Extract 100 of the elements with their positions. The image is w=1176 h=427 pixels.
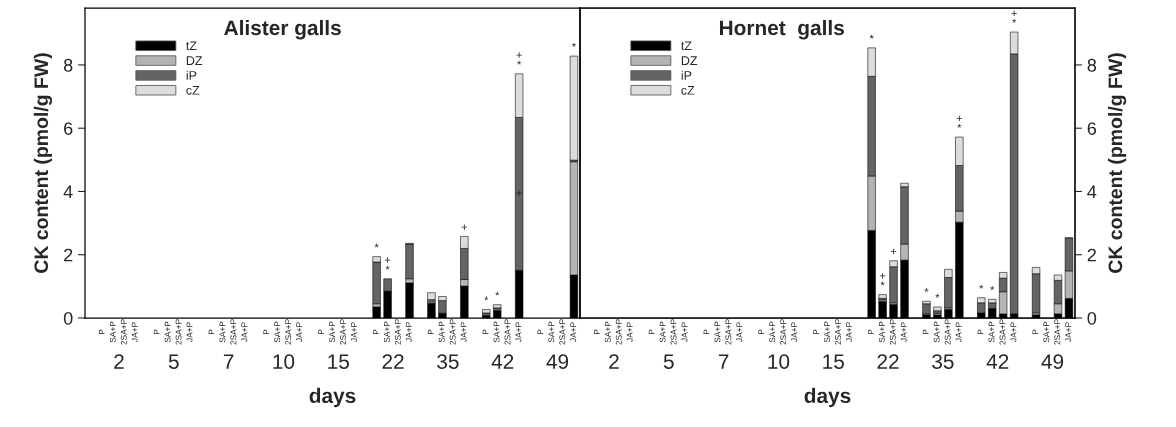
data-label: * — [495, 291, 500, 296]
legend-label: DZ — [681, 56, 698, 65]
y2-axis-title: CK content (pmol/g FW) — [1107, 53, 1127, 273]
x-tick-label: 2SA+P — [175, 319, 182, 345]
x-tick-label: JA+P — [460, 322, 467, 342]
text: 49 — [546, 354, 569, 369]
data-label: + — [890, 248, 897, 255]
x-tick-label: SA+P — [109, 321, 116, 343]
x-tick-label: JA+P — [351, 322, 357, 342]
x-tick-label: JA+P — [736, 322, 743, 342]
x-axis-title: days — [309, 387, 356, 408]
y-tick-label: 8 — [63, 58, 73, 72]
text: 49 — [1041, 354, 1064, 369]
x-tick-label: 2SA+P — [999, 319, 1006, 345]
legend-label: iP — [681, 70, 692, 80]
x-tick-label: SA+P — [274, 321, 281, 343]
y-tick-label: 4 — [63, 185, 73, 199]
x-tick-label: JA+P — [570, 322, 577, 342]
text: 15 — [823, 354, 844, 369]
x-tick-label: SA+P — [769, 321, 776, 343]
x-tick-label: 2SA+P — [889, 319, 896, 345]
x-tick-label: P — [922, 329, 929, 335]
x-tick-label: JA+P — [1065, 322, 1072, 342]
x-tick-label: SA+P — [659, 321, 666, 343]
legend-label: tZ — [681, 41, 692, 51]
y2-tick-label: 4 — [1087, 185, 1097, 199]
x-tick-label: JA+P — [241, 322, 248, 342]
x-tick-label: 2SA+P — [285, 319, 292, 345]
y2-tick-label: 6 — [1087, 122, 1097, 135]
x-tick-label: SA+P — [164, 321, 171, 343]
data-label: + * — [956, 115, 963, 128]
x-tick-label: JA+P — [405, 322, 412, 342]
data-label: * — [484, 296, 489, 301]
x-tick-label: 2SA+P — [394, 319, 401, 345]
text: 2 — [609, 354, 619, 369]
x-tick-label: JA+P — [131, 322, 138, 342]
x-tick-label: SA+P — [548, 321, 555, 343]
x-tick-label: P — [758, 329, 765, 335]
y-tick-label: 6 — [64, 122, 73, 135]
data-label: * — [990, 286, 995, 291]
text: 7 — [223, 354, 234, 369]
y2-tick-label: 2 — [1087, 248, 1096, 262]
x-tick-label: 2SA+P — [1054, 319, 1061, 345]
data-label: + * — [384, 257, 391, 270]
x-tick-label: 2SA+P — [670, 319, 677, 345]
text: 35 — [932, 354, 954, 369]
x-tick-label: JA+P — [955, 322, 962, 342]
text: Hornet galls — [719, 19, 844, 40]
x-tick-label: JA+P — [681, 322, 688, 342]
x-tick-label: P — [318, 329, 324, 335]
data-label: + * — [879, 273, 886, 286]
text: Alister galls — [224, 19, 341, 40]
y-axis-title: CK content (pmol/g FW) — [33, 53, 53, 273]
x-tick-label: P — [593, 329, 600, 335]
text: 15 — [328, 354, 349, 369]
text: 22 — [382, 354, 404, 369]
x-tick-label: SA+P — [824, 321, 831, 343]
text: 7 — [718, 354, 729, 369]
x-tick-label: P — [813, 329, 819, 335]
x-tick-label: JA+P — [186, 322, 193, 342]
text: 5 — [168, 354, 179, 369]
x-tick-label: 2SA+P — [230, 319, 237, 345]
x-tick-label: 2SA+P — [944, 319, 951, 345]
x-tick-label: SA+P — [383, 321, 390, 343]
x-tick-label: SA+P — [329, 321, 336, 343]
x-tick-label: 2SA+P — [725, 319, 732, 345]
data-label: * — [374, 243, 379, 248]
x-tick-label: JA+P — [626, 322, 633, 342]
x-tick-label: P — [427, 329, 434, 335]
text: 10 — [273, 354, 295, 369]
x-tick-label: P — [648, 329, 655, 335]
x-tick-label: P — [703, 329, 710, 335]
legend-label: cZ — [681, 86, 695, 95]
text: 42 — [986, 354, 1009, 369]
x-tick-label: SA+P — [438, 321, 445, 343]
y2-tick-label: 0 — [1087, 311, 1097, 325]
x-tick-label: P — [1032, 329, 1039, 335]
x-tick-label: SA+P — [604, 321, 611, 343]
data-label: * — [979, 284, 984, 289]
data-label: * — [935, 293, 940, 298]
legend-label: cZ — [186, 86, 200, 95]
text: 2 — [114, 354, 124, 369]
x-tick-label: SA+P — [493, 321, 500, 343]
x-tick-label: P — [482, 329, 489, 335]
x-tick-label: JA+P — [296, 322, 303, 342]
legend-label: iP — [186, 70, 197, 80]
data-label: + * — [516, 52, 522, 65]
y-tick-label: 0 — [63, 311, 73, 325]
x-tick-label: 2SA+P — [449, 319, 456, 345]
x-axis-title: days — [804, 387, 851, 408]
y2-tick-label: 8 — [1087, 58, 1097, 72]
data-label: * — [869, 34, 874, 39]
x-tick-label: SA+P — [988, 321, 995, 343]
x-tick-label: 2SA+P — [340, 319, 346, 345]
x-tick-label: JA+P — [846, 322, 852, 342]
x-tick-label: P — [153, 329, 160, 335]
x-tick-label: 2SA+P — [780, 319, 787, 345]
x-tick-label: P — [263, 329, 270, 335]
data-label: + — [461, 224, 468, 230]
x-tick-label: 2SA+P — [835, 319, 841, 345]
